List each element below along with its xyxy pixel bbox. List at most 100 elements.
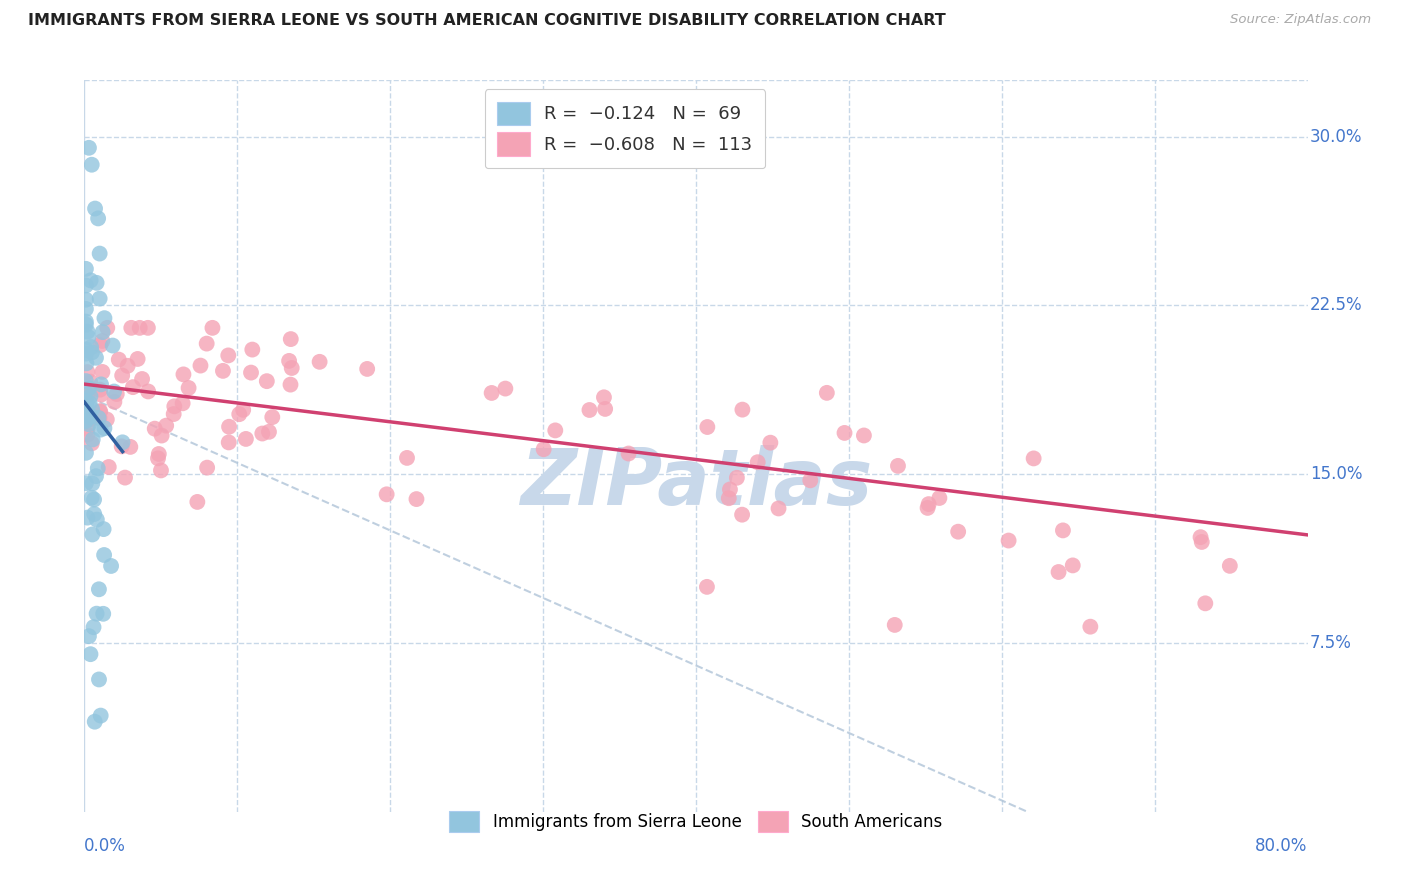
Point [235,432,257,446]
Point [696,580,718,594]
Point [111,368,134,383]
Point [101,338,124,352]
Point [75,476,97,491]
Point [76,510,98,524]
Point [77,381,100,395]
Point [218,419,240,434]
Point [128,321,150,335]
Point [87,673,110,687]
Point [91,365,114,379]
Point [218,435,240,450]
Point [834,425,856,440]
Point [172,368,194,382]
Point [75,356,97,370]
Point [155,418,177,433]
Point [280,332,302,346]
Point [75,315,97,329]
Point [80,491,103,505]
Point [177,381,200,395]
Point [82,476,104,491]
Point [195,460,218,475]
Point [77,141,100,155]
Text: ZIPatlas: ZIPatlas [520,444,872,521]
Point [80,340,103,354]
Point [91,607,114,621]
Point [163,400,186,414]
Point [1047,565,1070,579]
Point [76,422,98,436]
Point [76,427,98,442]
Point [114,470,136,484]
Point [150,428,173,442]
Point [90,708,112,723]
Point [76,325,98,339]
Point [89,292,111,306]
Point [883,618,905,632]
Point [87,411,110,425]
Point [815,385,838,400]
Point [75,343,97,357]
Point [79,389,101,403]
Point [544,424,567,438]
Point [77,330,100,344]
Point [120,321,142,335]
Point [84,469,107,483]
Point [80,436,103,450]
Point [75,346,97,360]
Point [617,446,640,460]
Point [75,446,97,460]
Point [76,382,98,396]
Point [593,390,616,404]
Point [96,321,118,335]
Point [86,513,108,527]
Point [481,386,503,401]
Point [89,246,111,260]
Point [172,396,194,410]
Point [79,412,101,426]
Point [82,433,104,447]
Point [83,714,105,729]
Point [87,461,110,475]
Point [90,387,112,401]
Point [201,321,224,335]
Point [405,492,427,507]
Text: 80.0%: 80.0% [1256,838,1308,855]
Point [136,384,159,399]
Point [89,383,111,397]
Point [93,548,115,562]
Point [928,491,950,505]
Point [76,365,98,379]
Point [93,421,115,435]
Point [83,492,105,507]
Point [75,402,97,417]
Point [240,343,263,357]
Point [146,451,169,466]
Point [75,261,97,276]
Point [217,348,239,362]
Point [768,501,790,516]
Point [75,374,97,388]
Point [117,359,139,373]
Point [79,410,101,425]
Point [90,423,112,437]
Point [91,334,114,348]
Point [257,425,280,439]
Point [887,458,910,473]
Point [240,366,263,380]
Point [228,407,250,421]
Point [120,440,142,454]
Point [252,426,274,441]
Point [127,351,149,366]
Point [79,647,101,661]
Point [232,402,254,417]
Point [195,336,218,351]
Point [946,524,969,539]
Text: 22.5%: 22.5% [1310,296,1362,314]
Point [80,158,103,172]
Point [149,463,172,477]
Point [256,374,278,388]
Point [77,629,100,643]
Point [494,382,516,396]
Point [84,202,107,216]
Point [593,401,616,416]
